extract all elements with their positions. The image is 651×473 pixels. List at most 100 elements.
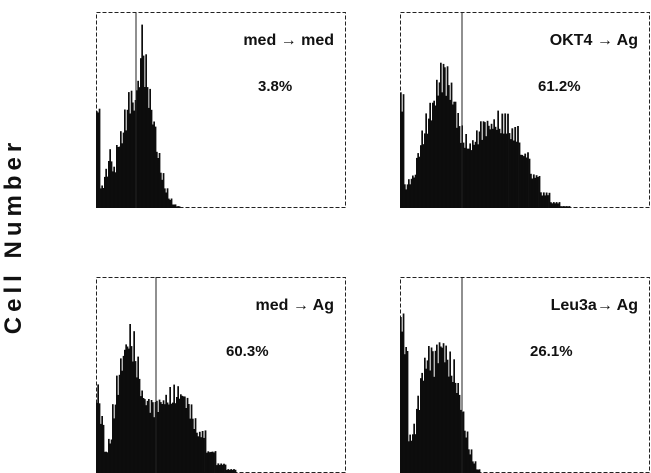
histogram-bar bbox=[412, 434, 414, 473]
histogram-bar bbox=[484, 122, 486, 208]
histogram-bar bbox=[538, 176, 541, 208]
histogram-bar bbox=[178, 206, 181, 208]
histogram-bar bbox=[164, 404, 166, 473]
histogram-bar bbox=[102, 424, 105, 473]
histogram-bar bbox=[413, 423, 415, 473]
histogram-bar bbox=[132, 361, 134, 473]
histogram-bar bbox=[473, 463, 475, 473]
histogram-bar bbox=[456, 393, 458, 473]
histogram-bar bbox=[108, 161, 110, 208]
histogram-bar bbox=[421, 130, 423, 208]
histogram-bar bbox=[498, 128, 501, 208]
histogram-bar bbox=[558, 202, 561, 208]
histogram-bar bbox=[551, 203, 554, 208]
histogram-bar bbox=[422, 380, 425, 473]
histogram-bar bbox=[140, 396, 142, 473]
histogram-bar bbox=[154, 126, 157, 208]
histogram-bar bbox=[137, 356, 139, 473]
histogram-bar bbox=[445, 95, 447, 208]
histogram-bar bbox=[197, 436, 200, 473]
histogram-bar bbox=[104, 176, 106, 208]
histogram-bar bbox=[130, 90, 133, 208]
histogram-bar bbox=[527, 152, 529, 208]
histogram-bar bbox=[188, 404, 190, 473]
histogram-bar bbox=[561, 206, 564, 208]
histogram-bar bbox=[97, 384, 99, 473]
histogram-bar bbox=[100, 423, 102, 473]
histogram-bar bbox=[120, 358, 122, 473]
histogram-svg-top-right bbox=[400, 12, 650, 209]
histogram-bar bbox=[101, 416, 103, 473]
histogram-bar bbox=[207, 451, 210, 473]
histogram-bar bbox=[208, 452, 211, 473]
histogram-bar bbox=[118, 374, 121, 473]
histogram-bar bbox=[186, 397, 189, 473]
histogram-bar bbox=[474, 461, 477, 473]
histogram-bar bbox=[144, 399, 146, 473]
histogram-bar bbox=[114, 404, 117, 473]
histogram-bar bbox=[428, 346, 430, 473]
histogram-bar bbox=[124, 349, 126, 473]
histogram-bar bbox=[515, 141, 518, 208]
histogram-bar bbox=[496, 129, 498, 208]
histogram-bar bbox=[170, 198, 173, 208]
histogram-bar bbox=[442, 343, 445, 473]
histogram-bar bbox=[462, 142, 465, 208]
histogram-bar bbox=[437, 95, 439, 208]
histogram-bar bbox=[226, 469, 228, 473]
histogram-bar bbox=[137, 80, 139, 208]
histogram-bar bbox=[169, 199, 171, 208]
histogram-bar bbox=[488, 125, 490, 208]
histogram-bar bbox=[429, 370, 431, 473]
histogram-bar bbox=[490, 123, 493, 208]
histogram-bar bbox=[511, 128, 514, 208]
panel-percentage-label: 61.2% bbox=[538, 78, 581, 95]
histogram-bar bbox=[477, 144, 479, 208]
histogram-bar bbox=[550, 202, 552, 208]
histogram-bar bbox=[408, 179, 410, 208]
histogram-bar bbox=[220, 463, 223, 473]
histogram-bar bbox=[112, 404, 114, 473]
histogram-bar bbox=[221, 464, 224, 473]
histogram-bar bbox=[514, 127, 517, 208]
histogram-bar bbox=[414, 174, 417, 208]
histogram-bar bbox=[174, 403, 177, 473]
histogram-bar bbox=[504, 113, 507, 208]
histogram-bar bbox=[457, 113, 459, 208]
histogram-bar bbox=[227, 469, 230, 473]
histogram-bar bbox=[473, 144, 475, 208]
histogram-bar bbox=[181, 395, 183, 473]
histogram-bar bbox=[124, 109, 126, 208]
histogram-bar bbox=[138, 378, 141, 473]
histogram-bar bbox=[418, 410, 421, 473]
histogram-bar bbox=[468, 148, 470, 208]
histogram-bar bbox=[172, 402, 174, 473]
histogram-bar bbox=[469, 143, 471, 208]
histogram-bar bbox=[465, 437, 467, 473]
histogram-bar bbox=[165, 192, 167, 208]
histogram-bar bbox=[116, 145, 118, 208]
histogram-bar bbox=[505, 133, 508, 208]
histogram-bar bbox=[534, 177, 537, 208]
histogram-bar bbox=[540, 192, 542, 208]
histogram-bar bbox=[454, 382, 457, 473]
histogram-bar bbox=[446, 66, 449, 208]
histogram-bar bbox=[109, 443, 111, 473]
histogram-bar bbox=[432, 102, 434, 208]
histogram-bar bbox=[508, 133, 511, 208]
histogram-bar bbox=[129, 113, 131, 208]
histogram-bar bbox=[453, 359, 455, 473]
histogram-bar bbox=[532, 174, 535, 208]
histogram-bar bbox=[521, 154, 524, 208]
y-axis-label: Cell Number bbox=[0, 137, 27, 335]
histogram-bar bbox=[465, 134, 467, 208]
histogram-bar bbox=[98, 403, 101, 473]
panel-condition-label: med → med bbox=[243, 32, 334, 49]
histogram-bar bbox=[134, 361, 137, 473]
histogram-bar bbox=[552, 202, 555, 208]
histogram-bar bbox=[485, 136, 487, 208]
histogram-bar bbox=[472, 140, 474, 208]
histogram-bar bbox=[410, 178, 413, 208]
histogram-bar bbox=[417, 395, 419, 473]
histogram-bar bbox=[416, 157, 418, 208]
